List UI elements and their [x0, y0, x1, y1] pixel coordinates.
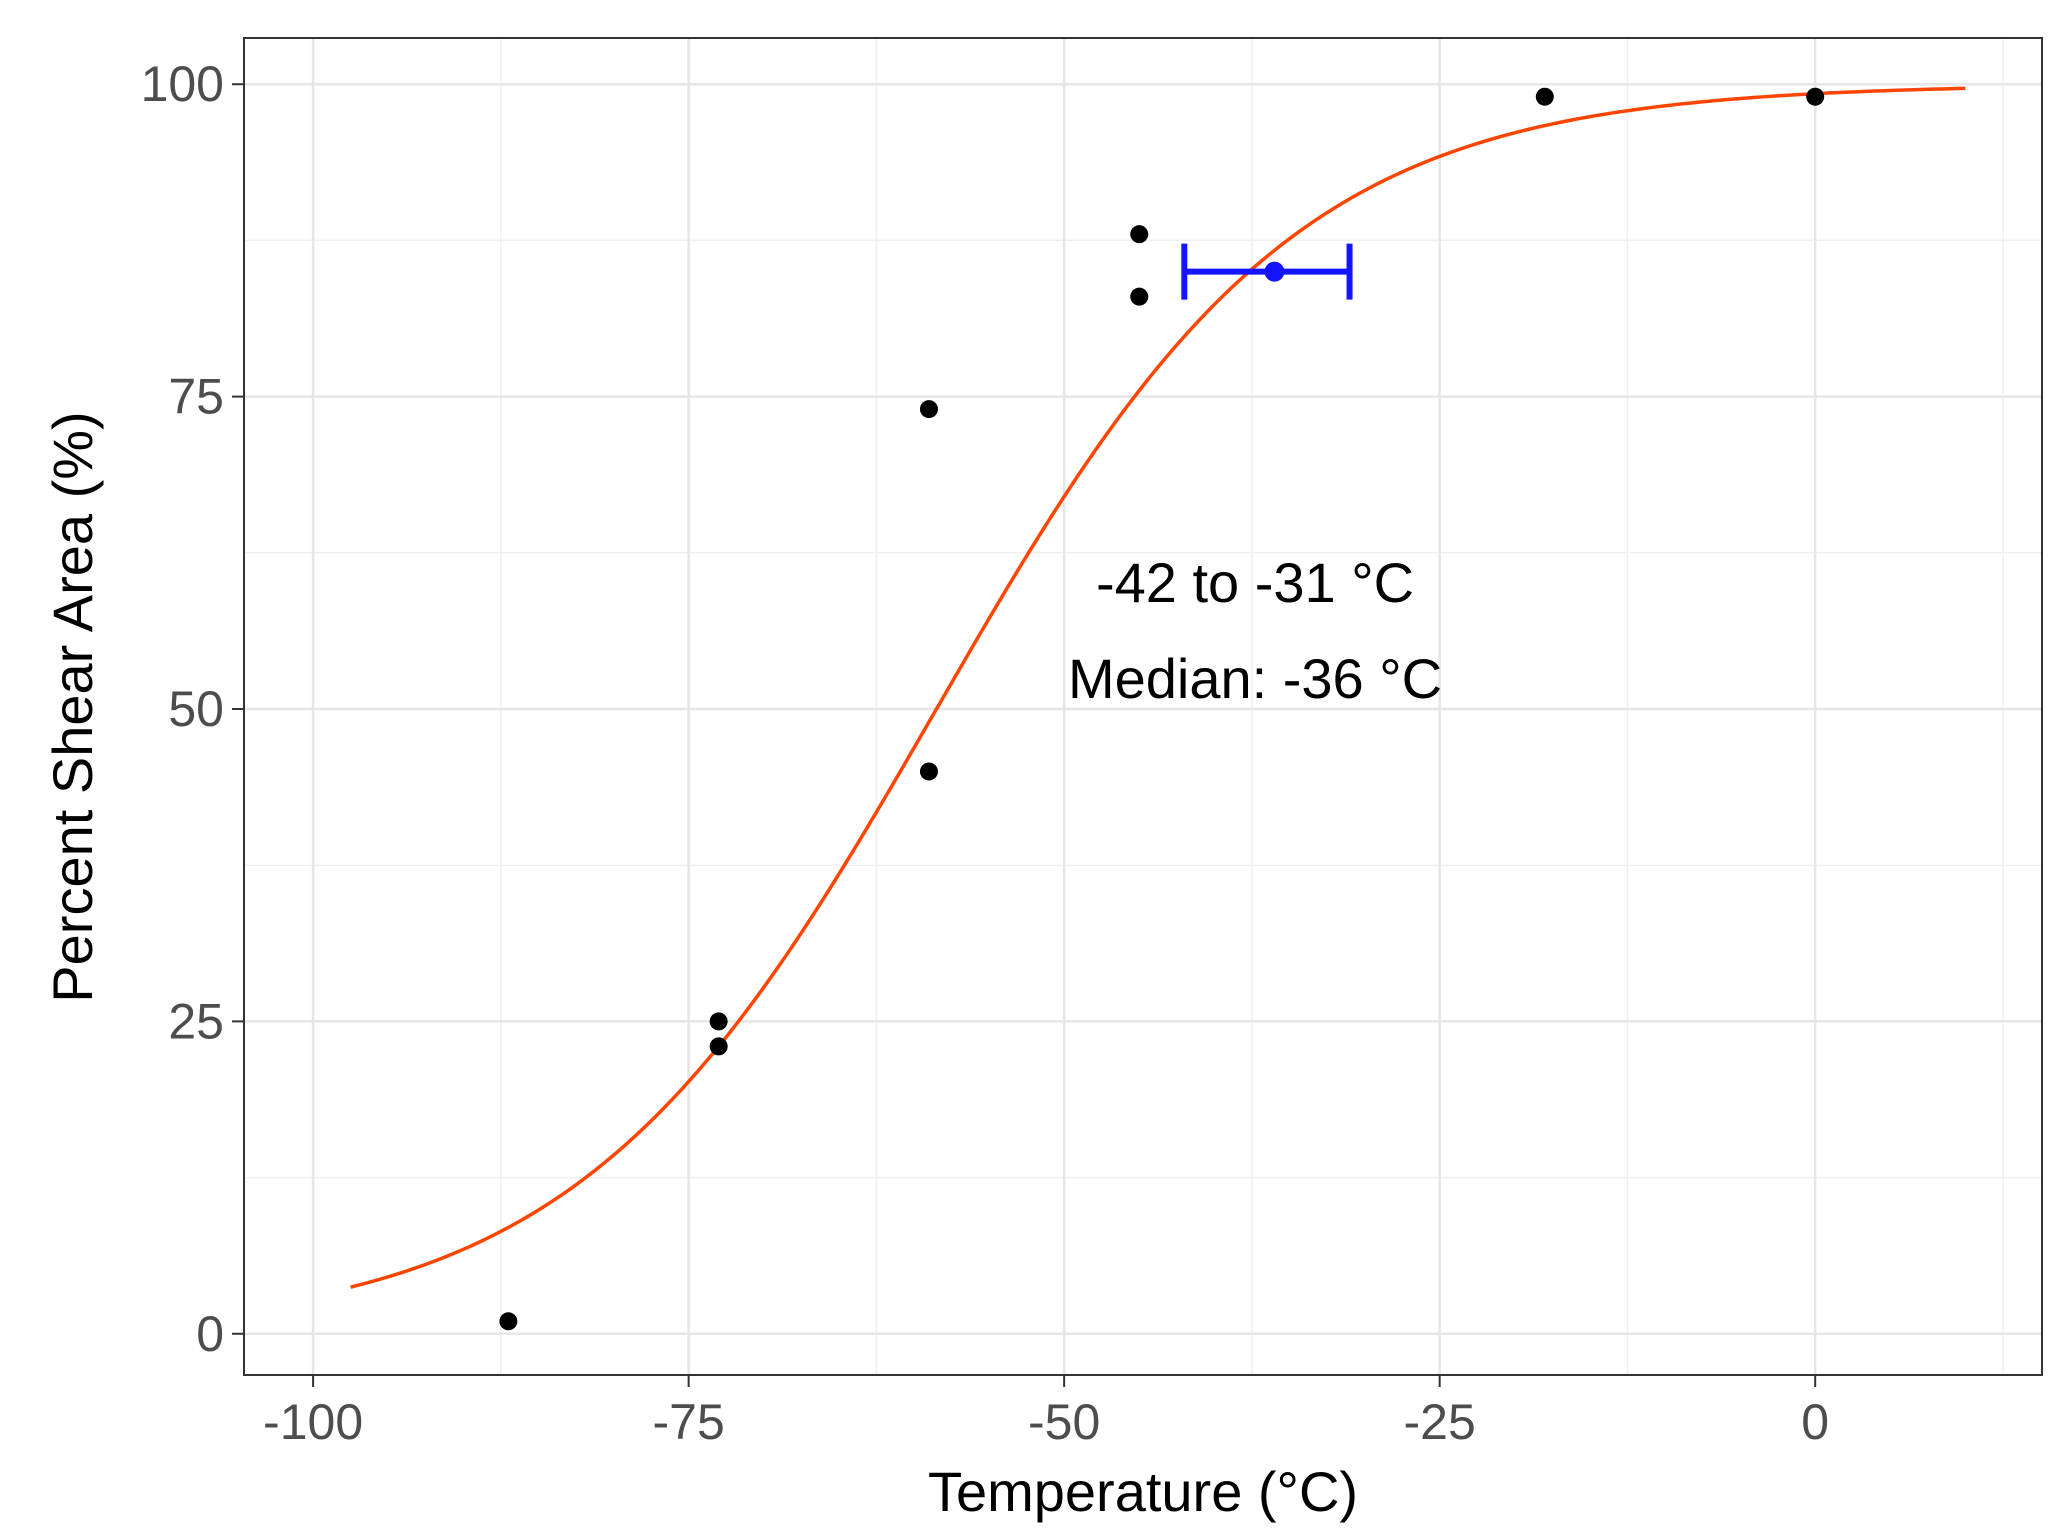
data-point [709, 1037, 728, 1056]
y-axis-ticks: 0 25 50 75 100 [141, 56, 244, 1362]
x-tick-label: 0 [1801, 1394, 1829, 1450]
y-axis-title: Percent Shear Area (%) [41, 411, 104, 1002]
data-point [499, 1312, 518, 1331]
annotation-median: Median: -36 °C [1068, 647, 1442, 710]
data-points [499, 87, 1825, 1331]
data-point [1806, 87, 1825, 106]
y-tick-label: 50 [168, 681, 224, 737]
data-point [1130, 225, 1149, 244]
annotation-range: -42 to -31 °C [1096, 551, 1414, 614]
data-point [919, 762, 938, 781]
y-tick-label: 25 [168, 993, 224, 1049]
confidence-interval [1181, 243, 1353, 300]
x-tick-label: -50 [1028, 1394, 1100, 1450]
x-tick-label: -25 [1404, 1394, 1476, 1450]
y-tick-label: 0 [196, 1306, 224, 1362]
y-tick-label: 75 [168, 369, 224, 425]
data-point [709, 1012, 728, 1031]
data-point [919, 400, 938, 419]
data-point [1535, 87, 1554, 106]
panel-border [243, 37, 2043, 1376]
x-axis-title: Temperature (°C) [928, 1460, 1358, 1523]
median-point [1264, 261, 1285, 282]
x-tick-label: -75 [652, 1394, 724, 1450]
x-tick-label: -100 [263, 1394, 363, 1450]
fitted-curve [350, 86, 1966, 1289]
x-axis-ticks: -100 -75 -50 -25 0 [263, 1375, 1829, 1450]
y-tick-label: 100 [141, 56, 224, 112]
data-point [1130, 287, 1149, 306]
major-gridlines [244, 38, 2042, 1375]
